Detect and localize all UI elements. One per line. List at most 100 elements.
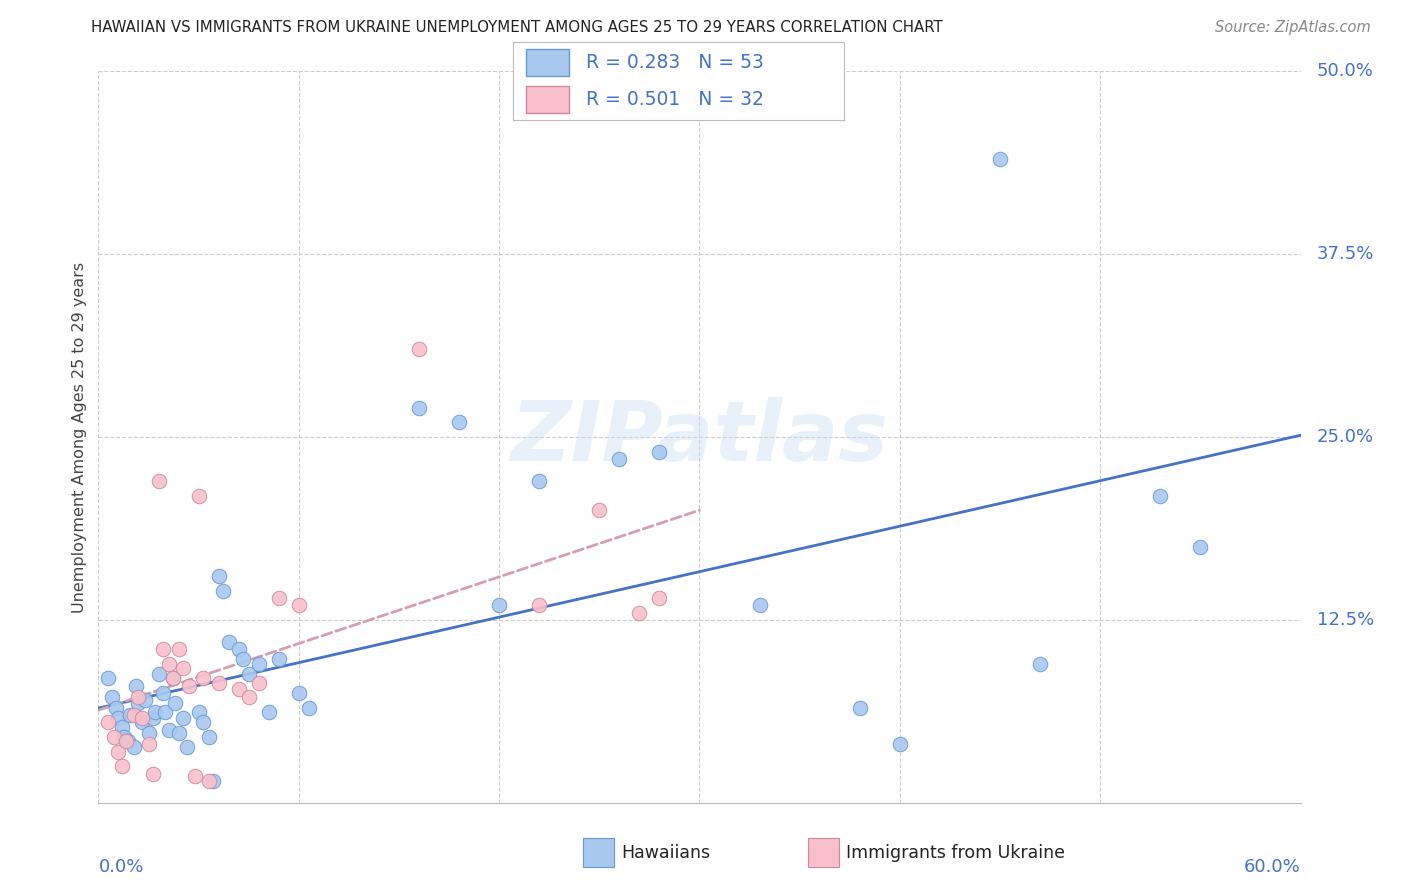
Point	[191, 672, 214, 686]
Point	[131, 711, 153, 725]
Point	[1149, 489, 1171, 503]
Point	[111, 720, 134, 734]
Point	[748, 599, 770, 613]
Point	[228, 681, 250, 696]
Point	[176, 740, 198, 755]
Point	[131, 715, 153, 730]
Point	[157, 723, 180, 737]
Point	[177, 679, 200, 693]
Text: HAWAIIAN VS IMMIGRANTS FROM UKRAINE UNEMPLOYMENT AMONG AGES 25 TO 29 YEARS CORRE: HAWAIIAN VS IMMIGRANTS FROM UKRAINE UNEM…	[91, 20, 943, 35]
Point	[183, 769, 205, 783]
Point	[120, 708, 142, 723]
Text: 0.0%: 0.0%	[98, 858, 143, 876]
Point	[247, 657, 270, 671]
FancyBboxPatch shape	[526, 86, 569, 112]
Point	[138, 725, 160, 739]
Point	[138, 737, 160, 751]
Point	[148, 667, 170, 681]
Point	[849, 700, 872, 714]
Point	[111, 759, 134, 773]
Point	[157, 657, 180, 671]
Point	[238, 690, 260, 705]
Point	[211, 583, 233, 598]
Text: R = 0.501   N = 32: R = 0.501 N = 32	[586, 90, 763, 109]
Point	[408, 343, 430, 357]
Point	[162, 672, 184, 686]
Y-axis label: Unemployment Among Ages 25 to 29 years: Unemployment Among Ages 25 to 29 years	[72, 261, 87, 613]
FancyBboxPatch shape	[526, 49, 569, 76]
Point	[588, 503, 610, 517]
Point	[163, 696, 186, 710]
Point	[117, 734, 139, 748]
Point	[267, 652, 290, 666]
Point	[267, 591, 290, 605]
Point	[172, 661, 194, 675]
Point	[247, 676, 270, 690]
Point	[114, 730, 136, 744]
Point	[187, 489, 209, 503]
Point	[288, 686, 311, 700]
Text: Immigrants from Ukraine: Immigrants from Ukraine	[846, 844, 1066, 862]
Point	[529, 474, 551, 488]
Text: ZIPatlas: ZIPatlas	[510, 397, 889, 477]
Point	[97, 715, 120, 730]
Point	[143, 705, 166, 719]
Text: 60.0%: 60.0%	[1244, 858, 1301, 876]
Point	[988, 152, 1011, 166]
Point	[201, 773, 224, 788]
Point	[103, 730, 125, 744]
Text: Hawaiians: Hawaiians	[621, 844, 710, 862]
Point	[609, 452, 631, 467]
Text: 25.0%: 25.0%	[1316, 428, 1374, 446]
Point	[197, 730, 219, 744]
Point	[141, 711, 163, 725]
Text: R = 0.283   N = 53: R = 0.283 N = 53	[586, 53, 763, 72]
Point	[152, 686, 174, 700]
Point	[218, 635, 240, 649]
Point	[1029, 657, 1052, 671]
Point	[128, 696, 150, 710]
Point	[238, 667, 260, 681]
Point	[208, 569, 231, 583]
Point	[152, 642, 174, 657]
Point	[124, 740, 146, 755]
Point	[107, 711, 129, 725]
Point	[648, 444, 671, 458]
Point	[191, 715, 214, 730]
Point	[134, 693, 156, 707]
Point	[488, 599, 510, 613]
Point	[148, 474, 170, 488]
Point	[447, 416, 470, 430]
Text: 12.5%: 12.5%	[1316, 611, 1374, 629]
Point	[115, 734, 138, 748]
Point	[107, 745, 129, 759]
Text: Source: ZipAtlas.com: Source: ZipAtlas.com	[1215, 20, 1371, 35]
Point	[1189, 540, 1212, 554]
Point	[124, 708, 146, 723]
Point	[162, 672, 184, 686]
Point	[197, 773, 219, 788]
Point	[128, 690, 150, 705]
Point	[228, 642, 250, 657]
Point	[208, 676, 231, 690]
Point	[628, 606, 651, 620]
Point	[187, 705, 209, 719]
Point	[529, 599, 551, 613]
Point	[105, 700, 128, 714]
Point	[408, 401, 430, 415]
Text: 37.5%: 37.5%	[1316, 245, 1374, 263]
Point	[288, 599, 311, 613]
Point	[648, 591, 671, 605]
Point	[141, 766, 163, 780]
Text: 50.0%: 50.0%	[1316, 62, 1374, 80]
Point	[97, 672, 120, 686]
Point	[232, 652, 254, 666]
Point	[167, 725, 190, 739]
Point	[125, 679, 148, 693]
Point	[153, 705, 176, 719]
Point	[257, 705, 280, 719]
Point	[101, 690, 124, 705]
Point	[172, 711, 194, 725]
Point	[298, 700, 321, 714]
Point	[889, 737, 911, 751]
